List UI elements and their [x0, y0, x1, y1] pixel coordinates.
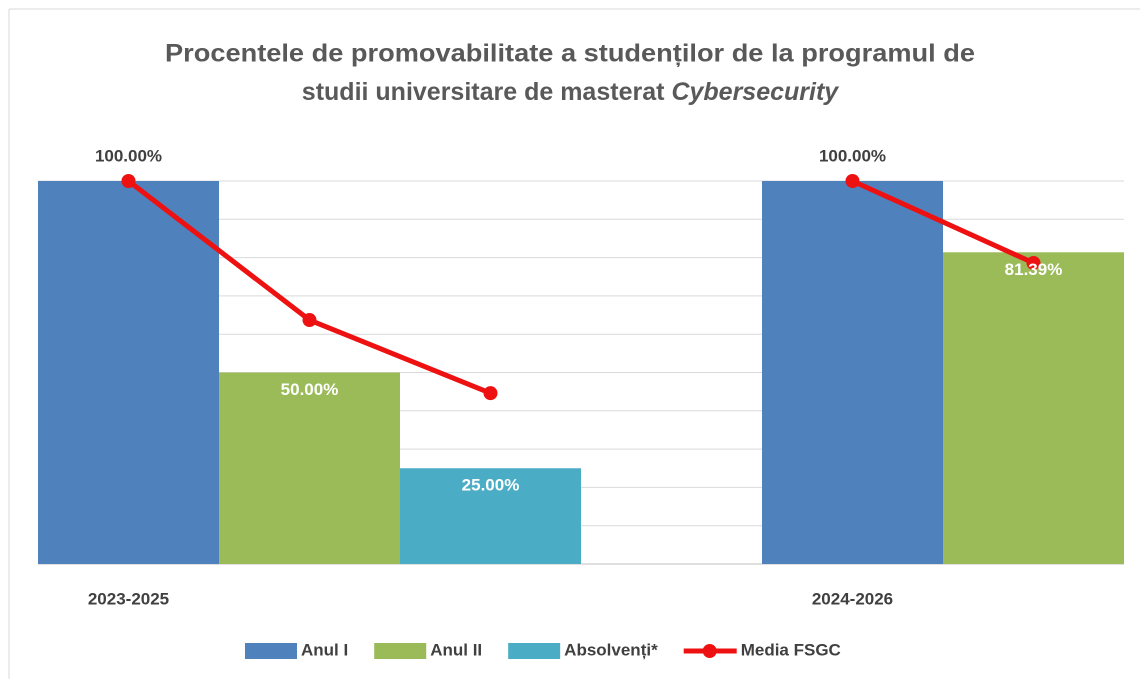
- line-marker: [121, 174, 136, 188]
- legend-label: Anul I: [301, 640, 348, 659]
- line-marker: [483, 386, 498, 401]
- legend-swatch: [374, 643, 427, 659]
- data-label: 81.39%: [1005, 260, 1063, 279]
- bar: [400, 468, 581, 564]
- x-tick-label: 2024-2026: [812, 589, 893, 608]
- chart-title-italic: Cybersecurity: [671, 78, 839, 106]
- legend-marker: [702, 644, 717, 658]
- line: [851, 178, 1035, 266]
- line-marker: [1026, 255, 1041, 270]
- bar: [762, 181, 943, 564]
- data-label: 100.00%: [819, 146, 886, 165]
- data-label: 25.00%: [462, 476, 520, 495]
- legend-swatch: [508, 643, 561, 659]
- legend-label: Media FSGC: [741, 640, 841, 659]
- chart-title-part: studii universitare de masterat: [302, 78, 665, 106]
- bar: [943, 252, 1124, 564]
- line-marker: [845, 174, 860, 188]
- bar: [219, 372, 400, 564]
- legend-label: Absolvenți*: [564, 640, 658, 659]
- data-label: 50.00%: [281, 380, 339, 399]
- line-marker: [302, 313, 317, 328]
- x-tick-label: 2023-2025: [88, 589, 169, 608]
- chart-title: Procentele de promovabilitate a studenți…: [165, 40, 975, 68]
- legend-swatch: [245, 643, 297, 659]
- data-label: 100.00%: [95, 146, 162, 165]
- chart-title: studii universitare de masterat Cybersecu…: [302, 78, 839, 106]
- legend-label: Anul II: [430, 640, 482, 659]
- bar: [38, 181, 219, 564]
